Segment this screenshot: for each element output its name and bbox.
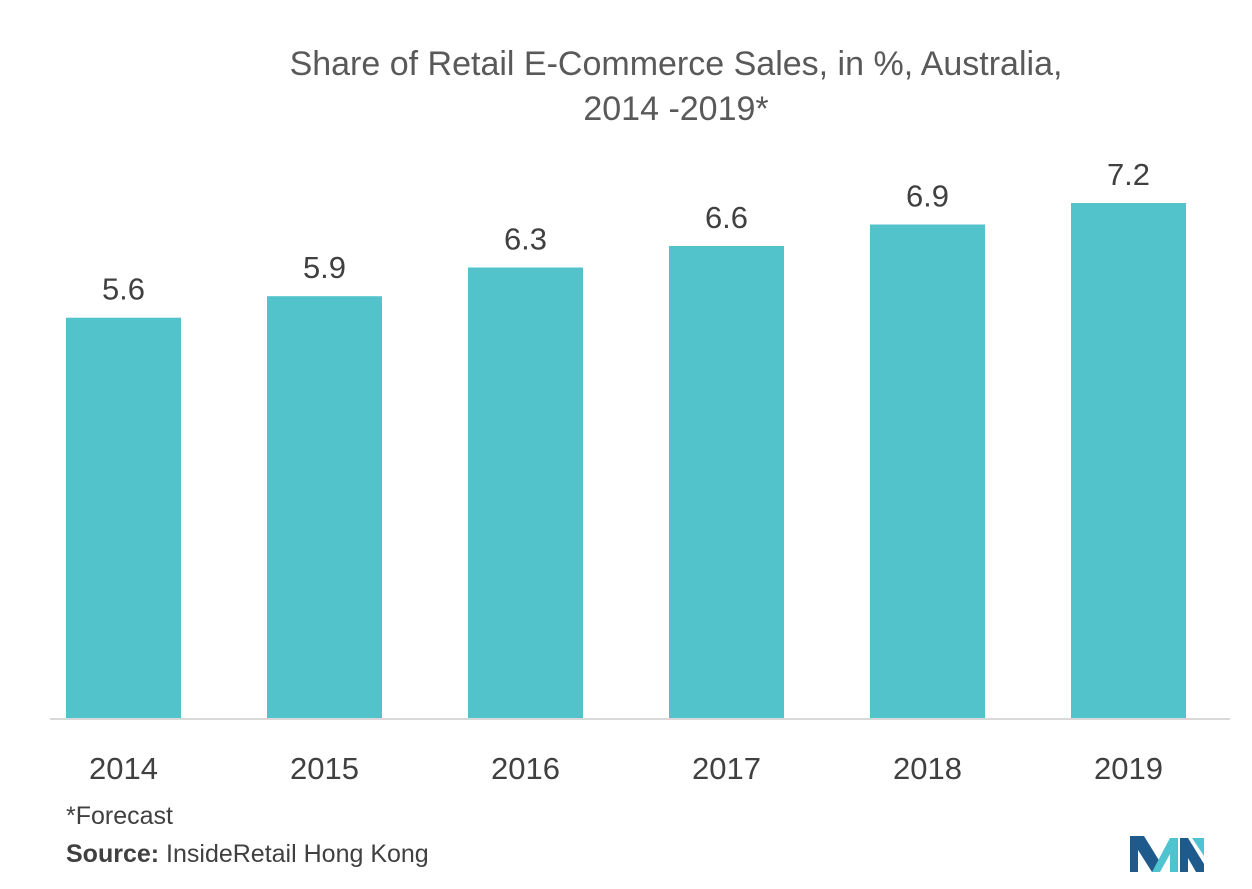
- footnote: *Forecast: [66, 802, 173, 830]
- value-labels-group: 5.6 5.9 6.3 6.6 6.9 7.2: [102, 157, 1150, 307]
- source-note: Source: InsideRetail Hong Kong: [66, 840, 429, 869]
- value-label-2015: 5.9: [303, 250, 346, 285]
- value-label-2017: 6.6: [705, 200, 748, 235]
- bar-2015: [267, 296, 382, 719]
- source-text: InsideRetail Hong Kong: [159, 840, 429, 868]
- x-tick-label-2019: 2019: [1094, 751, 1163, 786]
- bar-chart: 5.65.96.36.66.97.2 2014 2015 2016 2017 2018 2…: [50, 157, 1230, 786]
- bar-2017: [669, 246, 784, 719]
- x-tick-label-2015: 2015: [290, 751, 359, 786]
- bar-2014: [66, 317, 181, 719]
- bar-2018: [870, 224, 985, 719]
- bar-2016: [468, 267, 583, 719]
- bar-2019: [1071, 203, 1186, 719]
- source-label: Source:: [66, 840, 160, 868]
- x-tick-label-2018: 2018: [893, 751, 962, 786]
- value-label-2018: 6.9: [906, 179, 949, 214]
- x-tick-label-2017: 2017: [692, 751, 761, 786]
- bars-group: [66, 203, 1186, 719]
- value-label-2016: 6.3: [504, 222, 547, 257]
- chart-title-line-2: 2014 -2019*: [583, 90, 769, 128]
- x-tick-labels-group: 2014 2015 2016 2017 2018 2019: [89, 751, 1163, 786]
- x-tick-label-2016: 2016: [491, 751, 560, 786]
- value-label-2014: 5.6: [102, 272, 145, 307]
- value-label-2019: 7.2: [1107, 157, 1150, 192]
- chart-title: Share of Retail E-Commerce Sales, in %, …: [0, 42, 1252, 132]
- mordor-intelligence-logo-icon: [1130, 836, 1204, 872]
- chart-title-line-1: Share of Retail E-Commerce Sales, in %, …: [289, 45, 1063, 83]
- x-tick-label-2014: 2014: [89, 751, 158, 786]
